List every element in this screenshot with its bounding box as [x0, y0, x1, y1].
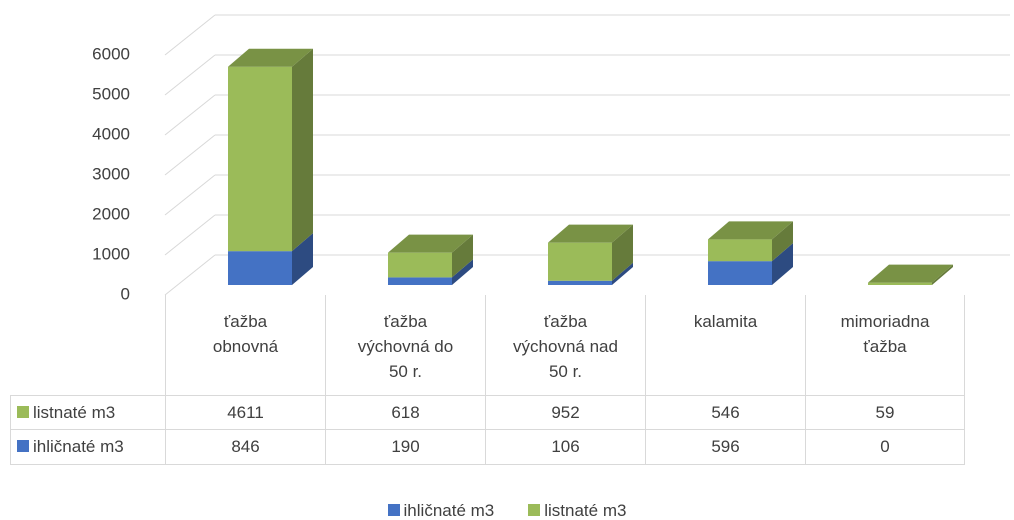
bar [548, 242, 612, 281]
table-cell: 59 [805, 395, 965, 430]
y-tick-label: 5000 [92, 84, 130, 103]
grid-line [164, 14, 216, 56]
cell-text: ťažba obnovná [212, 312, 279, 356]
bar [708, 261, 772, 285]
legend-label: ihličnaté m3 [403, 500, 495, 520]
cell-text: 618 [391, 403, 420, 422]
row-label-text: ihličnaté m3 [33, 437, 124, 456]
bar-side [932, 264, 953, 285]
grid-line [164, 214, 216, 256]
bar [388, 277, 452, 285]
table-cell: 596 [645, 430, 805, 465]
bar-side [292, 48, 313, 252]
y-tick-label: 3000 [92, 164, 130, 183]
cell-text: 0 [880, 437, 890, 456]
legend-item: listnaté m3 [528, 498, 626, 520]
table-cell: 846 [165, 430, 325, 465]
cell-text: ťažba výchovná do 50 r. [357, 312, 454, 381]
bar-side [612, 262, 633, 285]
bar [228, 251, 292, 285]
cell-text: 106 [551, 437, 580, 456]
bar [228, 66, 292, 252]
bar-top [868, 264, 953, 283]
cell-text: 546 [711, 403, 740, 422]
y-tick-label: 1000 [92, 244, 130, 263]
legend-key [17, 406, 29, 418]
bar [548, 280, 612, 285]
table-row-label: ihličnaté m3 [10, 430, 165, 465]
table-cell: 618 [325, 395, 485, 430]
bar-top [228, 48, 313, 67]
bar-side [772, 243, 793, 285]
cell-text: 596 [711, 437, 740, 456]
cell-text: 952 [551, 403, 580, 422]
bar-side [612, 224, 633, 281]
table-cell: 106 [485, 430, 645, 465]
cell-text: 190 [391, 437, 420, 456]
table-header-cell: ťažba výchovná do 50 r. [325, 295, 485, 395]
cell-text: 846 [231, 437, 260, 456]
table-cell: 4611 [165, 395, 325, 430]
row-label-text: listnaté m3 [33, 403, 116, 422]
legend-item: ihličnaté m3 [387, 498, 495, 520]
table-header-cell: mimoriadna ťažba [805, 295, 965, 395]
table-cell: 190 [325, 430, 485, 465]
bar-top [388, 234, 473, 253]
table-header-cell: ťažba výchovná nad 50 r. [485, 295, 645, 395]
cell-text: ťažba výchovná nad 50 r. [513, 312, 618, 381]
bar [708, 239, 772, 262]
cell-text: 4611 [227, 403, 264, 422]
table-header-cell: ťažba obnovná [165, 295, 325, 395]
table-cell: 952 [485, 395, 645, 430]
grid-line [164, 254, 216, 296]
grid-line [164, 54, 216, 96]
table-cell: 0 [805, 430, 965, 465]
grid-line [164, 94, 216, 136]
grid-line [164, 134, 216, 176]
bar-side [772, 221, 793, 262]
legend-label: listnaté m3 [544, 500, 627, 520]
y-tick-label: 2000 [92, 204, 130, 223]
legend: ihličnaté m3 listnaté m3 [0, 498, 1014, 520]
y-tick-label: 6000 [92, 44, 130, 63]
y-tick-label: 0 [121, 284, 130, 303]
grid-line [164, 174, 216, 216]
bar-side [452, 259, 473, 285]
bar [388, 252, 452, 278]
bar [868, 282, 932, 285]
cell-text: kalamita [693, 312, 758, 331]
bar-top [548, 224, 633, 243]
legend-key [387, 504, 400, 516]
table-header-cell: kalamita [645, 295, 805, 395]
bar-top [708, 221, 793, 240]
cell-text: mimoriadna ťažba [840, 312, 930, 356]
table-row-label: listnaté m3 [10, 395, 165, 430]
legend-key [17, 440, 29, 452]
bar-side [292, 233, 313, 285]
table-cell: 546 [645, 395, 805, 430]
cell-text: 59 [875, 403, 895, 422]
y-tick-label: 4000 [92, 124, 130, 143]
legend-key [528, 504, 541, 516]
bar-side [452, 234, 473, 278]
